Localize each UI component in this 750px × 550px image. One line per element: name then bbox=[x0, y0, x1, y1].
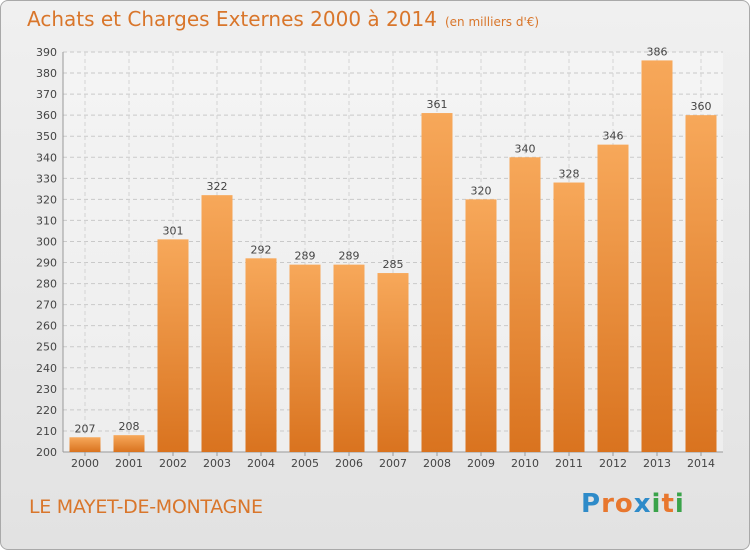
bar-2003 bbox=[201, 195, 233, 452]
y-tick-label: 250 bbox=[36, 341, 57, 354]
logo-letter: i bbox=[651, 489, 662, 519]
y-tick-label: 340 bbox=[36, 151, 57, 164]
bar-2014 bbox=[685, 115, 717, 452]
x-tick-label-2008: 2008 bbox=[423, 457, 451, 470]
x-tick-label-2006: 2006 bbox=[335, 457, 363, 470]
x-tick-label-2002: 2002 bbox=[159, 457, 187, 470]
x-tick-label-2000: 2000 bbox=[71, 457, 99, 470]
chart-title-text: Achats et Charges Externes 2000 à 2014 bbox=[27, 7, 437, 31]
chart-unit: (en milliers d'€) bbox=[444, 15, 540, 29]
x-tick-label-2004: 2004 bbox=[247, 457, 275, 470]
y-tick-label: 390 bbox=[36, 46, 57, 59]
value-label-2010: 340 bbox=[515, 142, 536, 155]
value-label-2012: 346 bbox=[603, 130, 624, 143]
x-tick-label-2013: 2013 bbox=[643, 457, 671, 470]
x-tick-label-2014: 2014 bbox=[687, 457, 715, 470]
bar-2001 bbox=[113, 435, 145, 452]
proxiti-logo: Proxiti bbox=[581, 489, 685, 519]
x-tick-label-2010: 2010 bbox=[511, 457, 539, 470]
value-label-2009: 320 bbox=[471, 184, 492, 197]
y-tick-label: 230 bbox=[36, 383, 57, 396]
logo-letter: t bbox=[661, 489, 675, 519]
y-tick-label: 210 bbox=[36, 425, 57, 438]
y-tick-label: 260 bbox=[36, 320, 57, 333]
y-tick-label: 310 bbox=[36, 214, 57, 227]
x-tick-label-2011: 2011 bbox=[555, 457, 583, 470]
y-tick-label: 300 bbox=[36, 235, 57, 248]
value-label-2000: 207 bbox=[75, 422, 96, 435]
bar-2010 bbox=[509, 157, 541, 452]
y-tick-label: 360 bbox=[36, 109, 57, 122]
bar-2008 bbox=[421, 113, 453, 452]
bar-2006 bbox=[333, 264, 365, 452]
bar-2007 bbox=[377, 273, 409, 452]
bars bbox=[69, 60, 717, 453]
y-tick-label: 350 bbox=[36, 130, 57, 143]
bar-2009 bbox=[465, 199, 497, 452]
value-label-2013: 386 bbox=[647, 45, 668, 58]
bar-2000 bbox=[69, 437, 101, 452]
y-tick-label: 240 bbox=[36, 362, 57, 375]
y-tick-label: 380 bbox=[36, 67, 57, 80]
bar-2004 bbox=[245, 258, 277, 452]
bar-2011 bbox=[553, 182, 585, 453]
bar-2013 bbox=[641, 60, 673, 452]
value-label-2006: 289 bbox=[339, 250, 360, 263]
x-tick-label-2003: 2003 bbox=[203, 457, 231, 470]
y-tick-label: 280 bbox=[36, 278, 57, 291]
x-tick-label-2012: 2012 bbox=[599, 457, 627, 470]
logo-letter: P bbox=[581, 489, 602, 519]
y-tick-label: 370 bbox=[36, 88, 57, 101]
chart-title: Achats et Charges Externes 2000 à 2014 (e… bbox=[27, 7, 539, 31]
logo-letter: r bbox=[601, 489, 615, 519]
x-tick-label-2009: 2009 bbox=[467, 457, 495, 470]
value-label-2002: 301 bbox=[163, 224, 184, 237]
y-tick-label: 330 bbox=[36, 172, 57, 185]
value-label-2001: 208 bbox=[119, 420, 140, 433]
labels: 200 210 220 230 240 250 260 270 280 290 300 310 320 3… bbox=[36, 45, 715, 470]
x-tick-label-2007: 2007 bbox=[379, 457, 407, 470]
y-tick-label: 200 bbox=[36, 446, 57, 459]
commune-name: LE MAYET-DE-MONTAGNE bbox=[29, 496, 263, 518]
value-label-2007: 285 bbox=[383, 258, 404, 271]
logo-letter: i bbox=[674, 489, 685, 519]
x-tick-label-2001: 2001 bbox=[115, 457, 143, 470]
y-tick-label: 270 bbox=[36, 299, 57, 312]
y-tick-label: 220 bbox=[36, 404, 57, 417]
logo-letter: x bbox=[633, 489, 652, 519]
bar-2005 bbox=[289, 264, 321, 452]
x-tick-label-2005: 2005 bbox=[291, 457, 319, 470]
y-tick-label: 320 bbox=[36, 193, 57, 206]
value-label-2003: 322 bbox=[207, 180, 228, 193]
value-label-2004: 292 bbox=[251, 243, 272, 256]
value-label-2011: 328 bbox=[559, 168, 580, 181]
bar-2012 bbox=[597, 144, 629, 452]
logo-letter: o bbox=[614, 489, 634, 519]
value-label-2008: 361 bbox=[427, 98, 448, 111]
value-label-2005: 289 bbox=[295, 250, 316, 263]
y-tick-label: 290 bbox=[36, 257, 57, 270]
value-label-2014: 360 bbox=[691, 100, 712, 113]
bar-2002 bbox=[157, 239, 189, 452]
